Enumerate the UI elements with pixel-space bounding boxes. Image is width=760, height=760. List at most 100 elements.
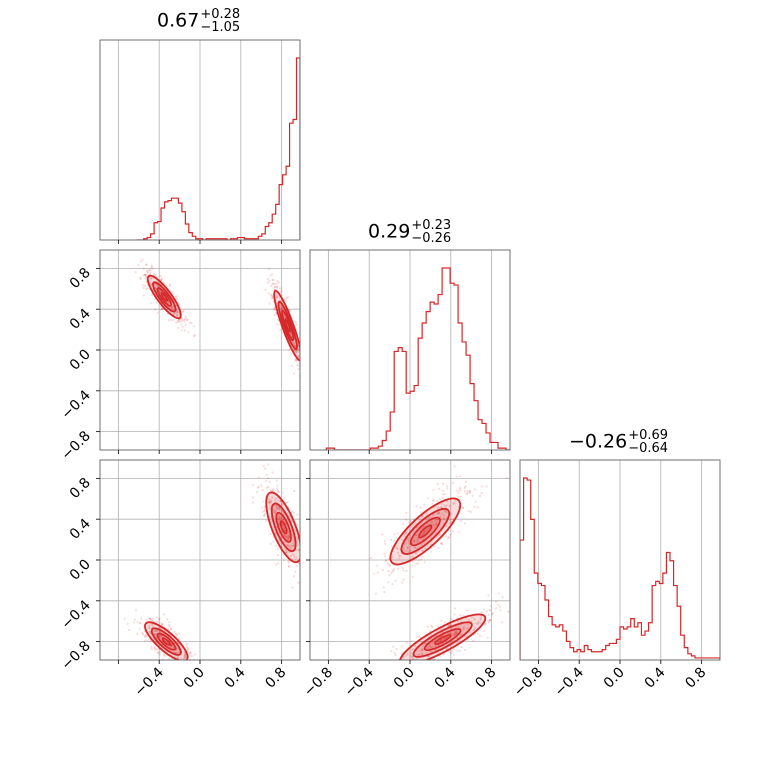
sample-point <box>426 511 429 514</box>
sample-point <box>286 538 289 541</box>
sample-point <box>177 662 179 664</box>
sample-point <box>167 319 170 322</box>
title-param-2-value: 0.29 <box>368 220 411 243</box>
sample-point <box>149 640 152 643</box>
density-contour-0-3 <box>418 524 433 539</box>
sample-point <box>149 276 152 279</box>
sample-point <box>421 549 424 552</box>
sample-point <box>267 500 271 503</box>
sample-point <box>168 657 171 660</box>
sample-point <box>438 498 442 501</box>
sample-point <box>445 511 448 514</box>
sample-point <box>273 489 276 492</box>
sample-point <box>185 646 189 649</box>
density-contour-1-1 <box>412 621 473 658</box>
sample-point <box>429 543 432 546</box>
sample-point <box>154 308 157 311</box>
sample-point <box>412 647 415 651</box>
sample-point <box>507 610 510 613</box>
sample-point <box>147 625 151 628</box>
sample-point <box>448 536 451 539</box>
title-param-3-minus: −0.64 <box>628 441 669 456</box>
sample-point <box>452 633 455 636</box>
sample-point <box>415 534 418 537</box>
sample-point <box>431 520 434 524</box>
sample-point <box>250 444 252 446</box>
sample-point <box>423 547 427 550</box>
sample-point <box>154 634 157 637</box>
sample-point <box>269 274 272 277</box>
sample-point <box>275 504 278 507</box>
sample-point <box>261 488 264 491</box>
sample-point <box>193 653 196 656</box>
sample-point <box>186 318 189 321</box>
sample-point <box>401 566 404 570</box>
sample-point <box>448 632 451 635</box>
sample-point <box>155 616 159 619</box>
sample-point <box>387 581 390 584</box>
sample-point <box>472 617 476 620</box>
sample-point <box>396 547 399 550</box>
sample-point <box>292 342 295 346</box>
sample-point <box>402 656 405 659</box>
sample-point <box>277 490 281 493</box>
sample-point <box>270 285 273 288</box>
sample-point <box>162 613 165 616</box>
sample-point <box>477 620 480 623</box>
sample-point <box>436 641 439 644</box>
sample-point <box>266 463 270 466</box>
sample-point <box>476 632 479 635</box>
y-tick-label: 0.4 <box>67 516 94 543</box>
sample-point <box>455 630 458 633</box>
sample-point <box>136 632 139 636</box>
sample-point <box>301 357 303 359</box>
sample-point <box>458 531 461 534</box>
sample-point <box>443 493 447 496</box>
sample-point <box>301 547 303 549</box>
sample-point <box>390 538 393 541</box>
sample-point <box>410 639 413 642</box>
density-contour-1-0 <box>273 289 300 362</box>
sample-point <box>437 547 440 550</box>
sample-point <box>170 628 173 631</box>
density-contour-1-3 <box>284 318 291 333</box>
sample-point <box>398 557 401 560</box>
sample-point <box>175 313 178 316</box>
sample-point <box>290 332 293 336</box>
sample-point <box>172 318 175 322</box>
sample-point <box>303 353 305 355</box>
sample-point <box>180 329 184 332</box>
sample-point <box>142 274 145 277</box>
sample-point <box>182 658 185 660</box>
sample-point <box>186 666 188 668</box>
sample-point <box>274 509 277 513</box>
sample-point <box>273 528 276 532</box>
sample-point <box>272 279 275 282</box>
sample-point <box>383 540 386 543</box>
histogram-param-3 <box>520 477 720 660</box>
density-contour-1-1 <box>277 300 298 351</box>
sample-point <box>458 649 462 653</box>
sample-point <box>294 351 297 354</box>
sample-point <box>173 630 176 634</box>
sample-point <box>432 523 435 526</box>
sample-point <box>266 278 270 281</box>
sample-point <box>476 506 480 509</box>
sample-point <box>452 653 456 656</box>
sample-point <box>276 554 280 557</box>
sample-point <box>183 329 186 332</box>
sample-point <box>271 488 275 491</box>
sample-point <box>176 310 179 313</box>
sample-point <box>279 304 282 308</box>
sample-point <box>289 554 293 557</box>
sample-point <box>479 621 482 625</box>
sample-point <box>166 627 169 630</box>
sample-point <box>429 516 432 520</box>
sample-point <box>449 624 452 627</box>
sample-point <box>480 485 483 488</box>
sample-point <box>264 288 267 291</box>
sample-point <box>181 319 184 322</box>
sample-point <box>167 623 171 627</box>
sample-point <box>271 471 274 474</box>
sample-point <box>277 514 281 517</box>
